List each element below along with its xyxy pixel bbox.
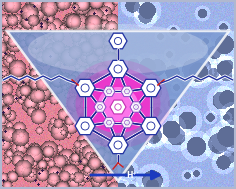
Polygon shape [110,100,126,114]
Ellipse shape [83,75,153,133]
Ellipse shape [28,24,208,74]
Polygon shape [141,79,161,97]
Polygon shape [7,31,229,181]
Polygon shape [108,60,128,78]
Polygon shape [108,136,128,154]
Polygon shape [130,102,142,112]
Text: H⁺: H⁺ [126,170,137,180]
Ellipse shape [98,87,138,121]
Ellipse shape [66,60,170,148]
Polygon shape [103,117,115,128]
Polygon shape [75,117,95,135]
Polygon shape [103,86,115,97]
Polygon shape [75,79,95,97]
Ellipse shape [94,84,142,124]
Ellipse shape [76,68,160,140]
Polygon shape [109,33,127,49]
Polygon shape [141,117,161,135]
Polygon shape [121,86,133,97]
Polygon shape [7,31,229,181]
Polygon shape [94,102,106,112]
Ellipse shape [85,76,151,132]
Polygon shape [121,117,133,128]
